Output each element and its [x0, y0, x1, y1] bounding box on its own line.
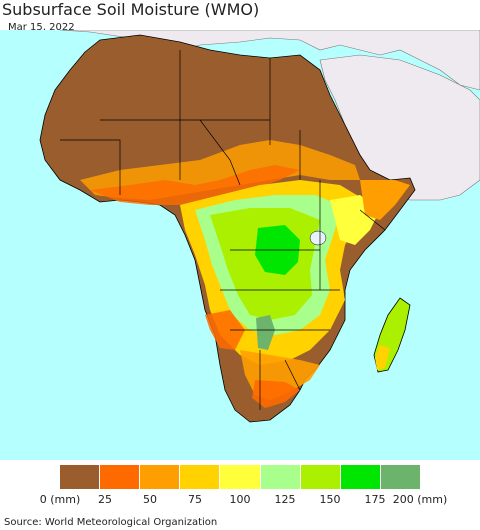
- legend-tick-label: 125: [274, 493, 296, 506]
- lake-victoria: [309, 230, 327, 246]
- legend-tick-label: 150: [319, 493, 341, 506]
- legend-tick-label: 0 (mm): [39, 493, 81, 506]
- country-borders: [60, 50, 386, 410]
- legend-tick-label: 100: [229, 493, 251, 506]
- legend-swatch: [340, 465, 381, 489]
- map-date: Mar 15, 2022: [8, 22, 75, 33]
- south-red: [252, 380, 300, 408]
- legend-tick-label: 200 (mm): [392, 493, 448, 506]
- legend-color-bar: [60, 465, 420, 489]
- legend-tick-label: 25: [98, 493, 112, 506]
- legend-tick-label: 50: [143, 493, 157, 506]
- zambia-darkgreen: [256, 315, 275, 350]
- source-credit: Source: World Meteorological Organizatio…: [4, 517, 218, 528]
- legend-tick-label: 75: [188, 493, 202, 506]
- legend-swatch: [180, 465, 221, 489]
- legend-swatch: [380, 465, 420, 489]
- horn-orange: [360, 180, 410, 220]
- soil-moisture-map: [0, 30, 480, 460]
- legend-swatch: [300, 465, 341, 489]
- legend-swatch: [140, 465, 181, 489]
- legend-swatch: [260, 465, 301, 489]
- legend-swatch: [100, 465, 141, 489]
- sahel-red: [90, 165, 300, 205]
- legend-swatch: [60, 465, 101, 489]
- legend: 0 (mm) 25 50 75 100 125 150 175 200 (mm): [0, 462, 480, 512]
- legend-swatch: [220, 465, 261, 489]
- madagascar-yellow: [375, 345, 390, 370]
- angola-red: [205, 310, 245, 350]
- map-title: Subsurface Soil Moisture (WMO): [2, 0, 260, 19]
- legend-tick-label: 175: [364, 493, 386, 506]
